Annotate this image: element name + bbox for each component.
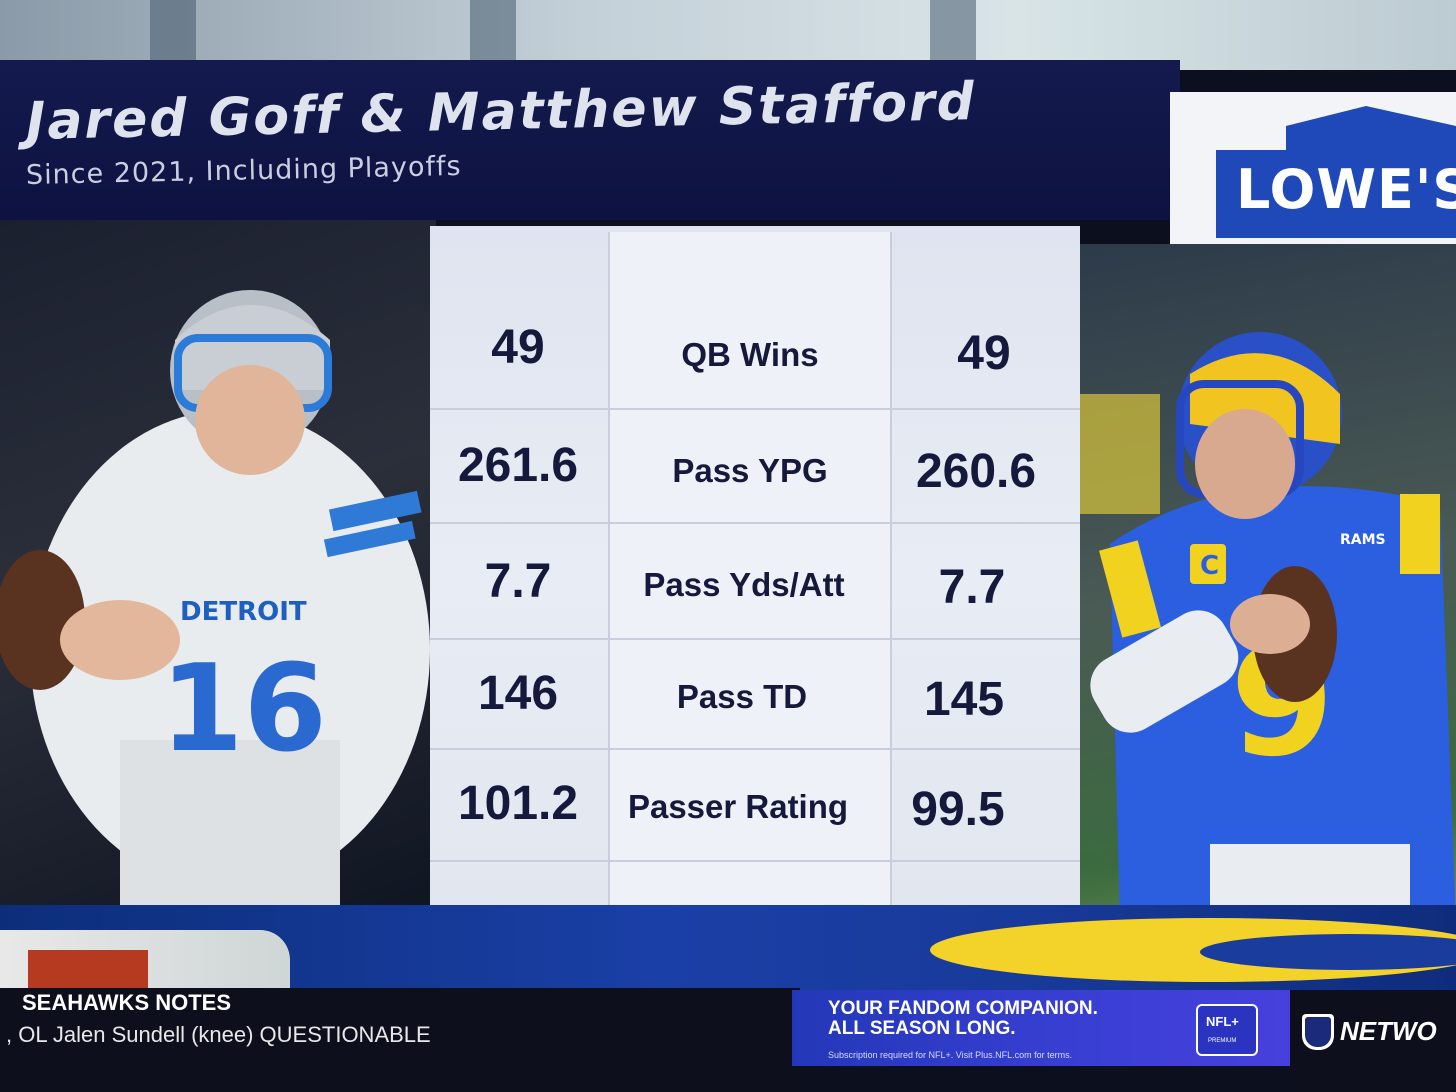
sponsor-name: LOWE'S	[1236, 158, 1456, 221]
row-divider	[430, 860, 1080, 862]
nfl-plus-badge-sub: PREMIUM	[1208, 1038, 1237, 1044]
column-divider	[890, 232, 892, 912]
stat-left-pass-td: 146	[477, 667, 559, 720]
stat-right-qb-wins: 49	[957, 327, 1011, 380]
svg-text:RAMS: RAMS	[1340, 532, 1386, 548]
stat-left-qb-wins: 49	[491, 321, 545, 374]
ad-fine-print: Subscription required for NFL+. Visit Pl…	[828, 1050, 1073, 1060]
quarterback-left-illustration: DETROIT 16	[0, 290, 430, 910]
background-pillar	[470, 0, 516, 70]
stat-right-pass-ypg: 260.6	[915, 445, 1037, 498]
svg-text:DETROIT: DETROIT	[180, 597, 307, 627]
row-divider	[430, 408, 1080, 410]
ad-headline-2: ALL SEASON LONG.	[828, 1018, 1016, 1039]
lowes-logo	[1216, 150, 1456, 238]
stat-right-pass-yds-att: 7.7	[938, 561, 1006, 614]
lowes-roof-icon	[1216, 106, 1456, 150]
stat-left-pass-ypg: 261.6	[457, 439, 579, 492]
ticker-heading: SEAHAWKS NOTES	[22, 990, 232, 1015]
stat-right-passer-rating: 99.5	[911, 783, 1005, 836]
team-logo-left-mark	[28, 950, 148, 990]
team-logo-right-inner	[1200, 934, 1456, 970]
nfl-shield-inner	[1305, 1017, 1331, 1047]
row-divider	[430, 638, 1080, 640]
stat-label-pass-yds-att: Pass Yds/Att	[643, 566, 845, 603]
graphic-header	[0, 60, 1180, 220]
quarterback-right-illustration: C RAMS 9	[1070, 332, 1456, 920]
network-name: NETWO	[1340, 1016, 1437, 1046]
stats-label-column	[608, 232, 890, 912]
stat-left-pass-yds-att: 7.7	[484, 555, 552, 608]
nfl-plus-badge-label: NFL+	[1206, 1014, 1239, 1029]
stat-right-pass-td: 145	[923, 673, 1005, 726]
stat-label-pass-ypg: Pass YPG	[672, 452, 828, 489]
row-divider	[430, 748, 1080, 750]
player-photo-right: C RAMS 9	[1040, 244, 1456, 920]
row-divider	[430, 522, 1080, 524]
stat-left-passer-rating: 101.2	[457, 777, 579, 830]
ticker-text: , OL Jalen Sundell (knee) QUESTIONABLE	[6, 1022, 431, 1047]
stat-label-passer-rating: Passer Rating	[627, 788, 849, 825]
player-photo-left: DETROIT 16	[0, 220, 436, 910]
nfl-plus-badge	[1196, 1004, 1258, 1056]
svg-text:C: C	[1200, 551, 1219, 581]
svg-text:16: 16	[160, 640, 327, 779]
stat-label-pass-td: Pass TD	[676, 678, 808, 715]
column-divider	[608, 232, 610, 912]
background-pillar	[150, 0, 196, 70]
background-pillar	[930, 0, 976, 70]
news-ticker	[0, 988, 800, 1092]
ad-headline-1: YOUR FANDOM COMPANION.	[828, 998, 1098, 1019]
stadium-background	[0, 0, 1456, 70]
stat-label-qb-wins: QB Wins	[681, 336, 819, 373]
